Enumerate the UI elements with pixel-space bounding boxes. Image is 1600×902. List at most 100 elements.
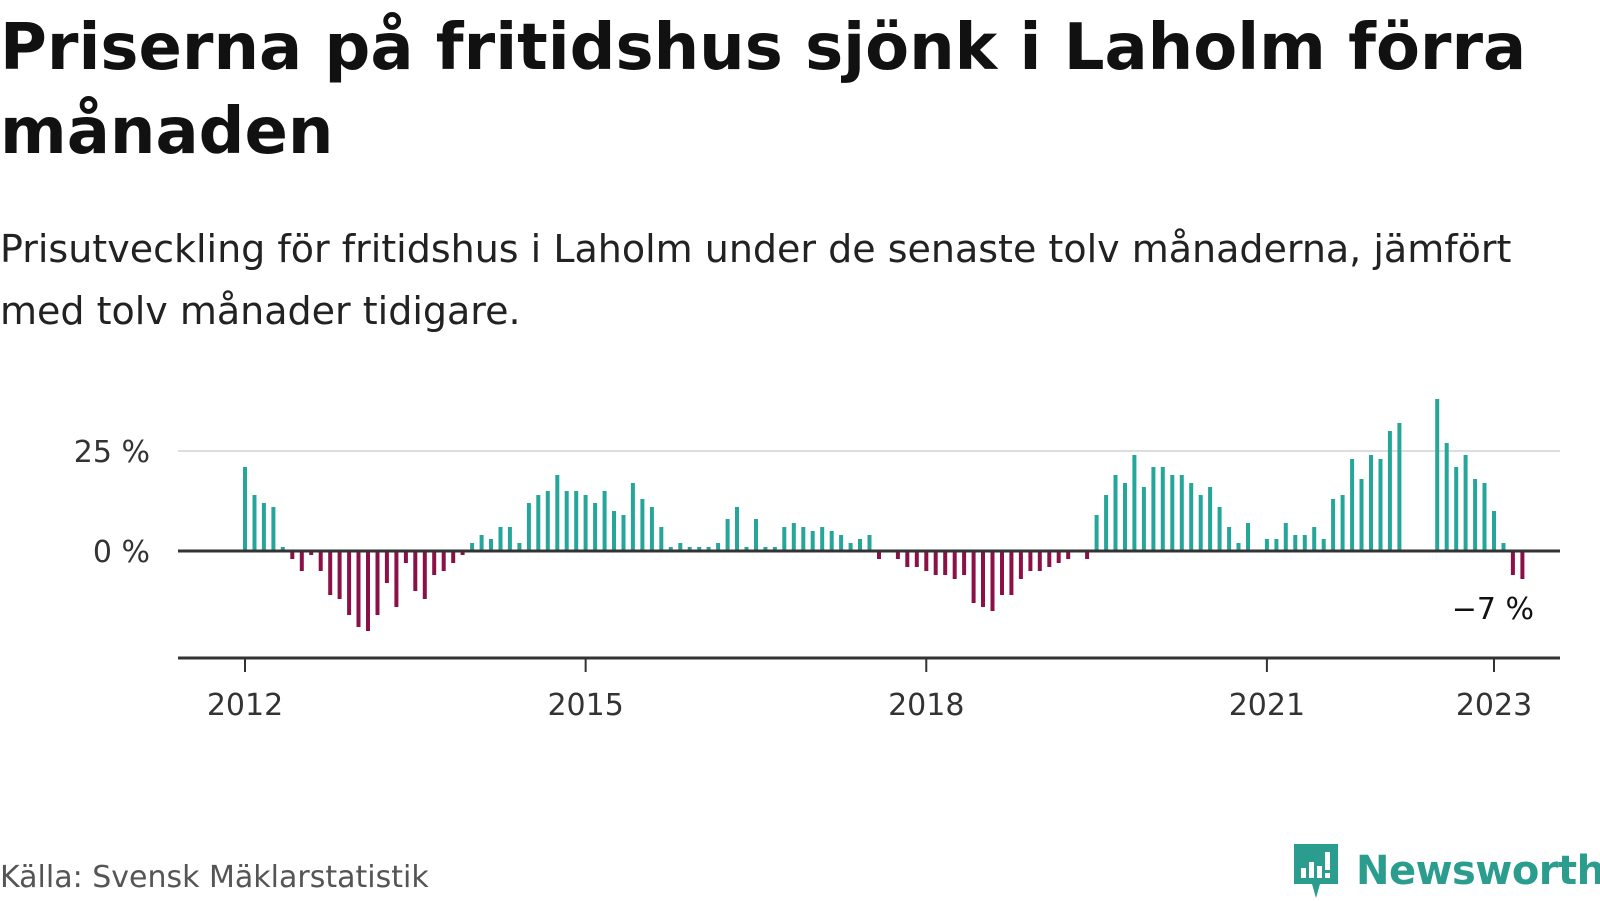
bar [1444,443,1449,551]
bar [706,547,711,551]
bar [432,551,437,575]
bar [678,543,683,551]
bar [914,551,919,567]
bar [1104,495,1109,551]
bar [574,491,579,551]
bar [356,551,361,627]
bar [924,551,929,571]
bar [243,467,247,551]
bar [725,519,730,551]
bar [271,507,276,551]
bar [943,551,948,575]
bar [621,515,626,551]
bar [479,535,484,551]
bar [1492,511,1496,551]
bar [422,551,427,599]
bar [952,551,957,579]
bar [640,499,645,551]
bar [990,551,995,611]
bar [1510,551,1515,575]
bar [536,495,541,551]
bar [309,551,314,555]
bar [1283,523,1288,551]
bar [1454,467,1459,551]
brand-name: Newsworthy [1356,848,1600,894]
bar [630,483,635,551]
bar [1132,455,1137,551]
bar [1217,507,1222,551]
bar [820,527,825,551]
chart-subtitle: Prisutveckling för fritidshus i Laholm u… [0,227,1512,333]
bar [981,551,985,607]
axis-layer: 0 % 25 % 2012 2015 2018 2021 2023 −7 % [74,435,1560,720]
bar [384,551,389,583]
bar [1473,479,1478,551]
x-tick-label: 2023 [1456,688,1532,720]
bar [1189,483,1194,551]
bar [526,503,531,551]
bar [1369,455,1373,551]
bar [593,503,598,551]
bar [1123,483,1127,551]
bar [1302,535,1307,551]
bar [1160,467,1165,551]
bar [763,547,768,551]
bar [1482,483,1487,551]
bar [697,547,702,551]
bar [280,547,285,551]
bar [1208,487,1213,551]
bar [1047,551,1052,567]
bar [583,495,588,551]
bar [1463,455,1468,551]
x-tick-label: 2018 [888,688,964,720]
y-tick-label: 25 % [74,435,150,470]
bar [545,491,550,551]
bar [933,551,938,575]
bar [290,551,295,559]
bar [1037,551,1042,571]
bar [782,527,787,551]
newsworthy-icon [1294,844,1338,898]
bar [366,551,370,631]
bar [394,551,399,607]
bar [375,551,380,615]
bar [877,551,881,559]
bar [1359,479,1364,551]
bar [347,551,352,615]
bar [716,543,721,551]
bar [1274,539,1279,551]
bar [1378,459,1383,551]
bar-chart: 0 % 25 % 2012 2015 2018 2021 2023 −7 % [74,399,1560,720]
bar [1293,535,1298,551]
bar [1501,543,1506,551]
bar [1331,499,1336,551]
bar [489,539,493,551]
bar [337,551,342,599]
bar [905,551,910,567]
bar [1056,551,1061,563]
bar [1312,527,1317,551]
bar [754,519,758,551]
bar [1085,551,1090,559]
bar [1094,515,1099,551]
bar [555,475,560,551]
bar [1264,539,1269,551]
brand-logo: Newsworthy [1290,840,1600,902]
bar [687,547,692,551]
bar [517,543,522,551]
bar [460,551,465,555]
bar [441,551,446,571]
last-value-label: −7 % [1452,592,1534,627]
x-tick-label: 2012 [207,688,283,720]
bar [668,547,673,551]
bar [1141,487,1146,551]
bars-layer [243,399,1525,631]
bar [735,507,739,551]
bar [649,507,654,551]
bar [1066,551,1071,559]
bar [1179,475,1184,551]
bar [971,551,976,603]
bar [328,551,333,595]
source-text: Källa: Svensk Mäklarstatistik [0,860,429,895]
bar [498,527,503,551]
